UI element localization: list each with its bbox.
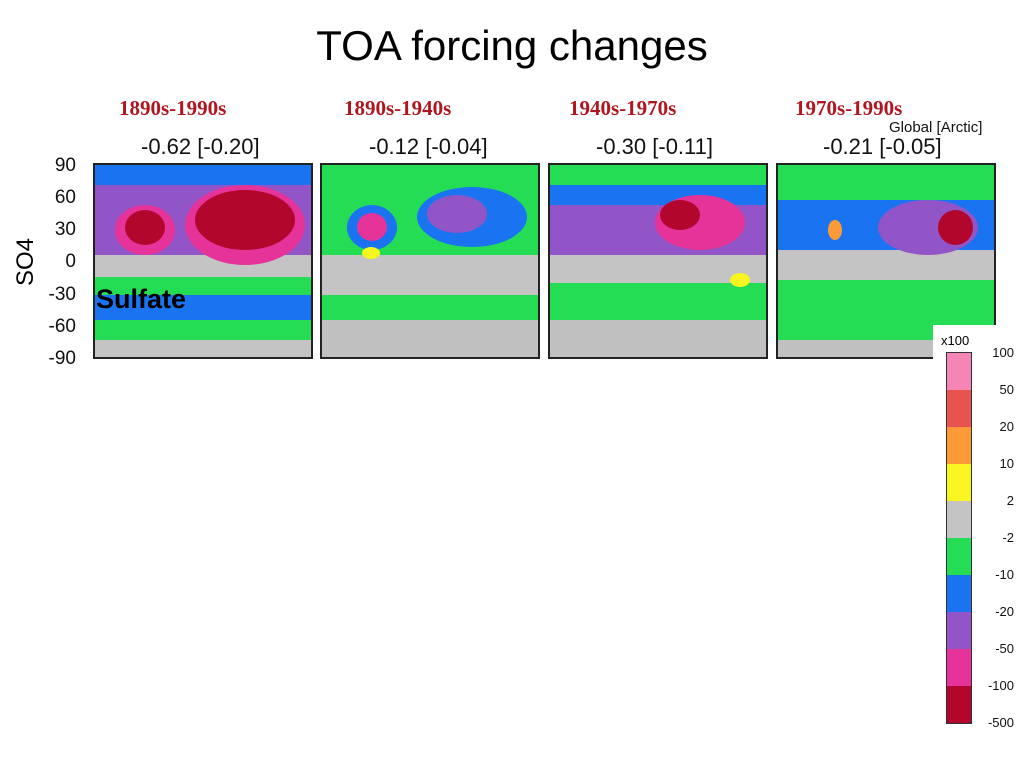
y-tick: -30	[48, 284, 76, 305]
colorbar-segment	[947, 390, 971, 427]
colorbar-segment	[947, 575, 971, 612]
panel-period-2: 1890s-1940s	[344, 96, 452, 120]
colorbar-tick: -50	[995, 641, 1014, 656]
panel-value-1: -0.62 [-0.20]	[141, 134, 260, 159]
y-tick: 30	[54, 219, 76, 240]
colorbar-tick: -20	[995, 604, 1014, 619]
map-panel-3	[548, 163, 768, 359]
colorbar-segment	[947, 686, 971, 723]
y-tick: 60	[54, 187, 76, 208]
colorbar-tick: 100	[992, 345, 1014, 360]
colorbar-segment	[947, 464, 971, 501]
panel-value-2: -0.12 [-0.04]	[369, 134, 488, 159]
panel-value-3: -0.30 [-0.11]	[596, 134, 713, 159]
map-panel-2	[320, 163, 540, 359]
colorbar-tick: 10	[999, 456, 1014, 471]
colorbar-segment	[947, 649, 971, 686]
panel-period-4: 1970s-1990s	[795, 96, 903, 120]
y-tick: 0	[65, 251, 76, 272]
colorbar-segment	[947, 501, 971, 538]
colorbar-segment	[947, 427, 971, 464]
row-label: SO4	[12, 237, 40, 287]
colorbar-multiplier: x100	[941, 333, 970, 348]
panel-period-1: 1890s-1990s	[119, 96, 227, 120]
colorbar-tick: -10	[995, 567, 1014, 582]
panel-value-4: -0.21 [-0.05]	[823, 134, 942, 159]
colorbar-tick: -2	[1002, 530, 1014, 545]
colorbar-segment	[947, 353, 971, 390]
colorbar-tick: 20	[999, 419, 1014, 434]
y-tick: 90	[54, 155, 76, 176]
colorbar-tick: -100	[987, 678, 1014, 693]
map-panel-1	[93, 163, 313, 359]
colorbar	[946, 352, 972, 724]
colorbar-tick: -500	[987, 715, 1014, 730]
colorbar-segment	[947, 538, 971, 575]
y-tick: -60	[48, 316, 76, 337]
value-legend-note: Global [Arctic]	[889, 119, 983, 136]
y-tick: -90	[48, 348, 76, 369]
colorbar-segment	[947, 612, 971, 649]
panel-period-3: 1940s-1970s	[569, 96, 677, 120]
sulfate-label: Sulfate	[96, 284, 187, 314]
colorbar-tick: 50	[999, 382, 1014, 397]
colorbar-tick: 2	[1006, 493, 1014, 508]
slide-title: TOA forcing changes	[316, 22, 708, 69]
